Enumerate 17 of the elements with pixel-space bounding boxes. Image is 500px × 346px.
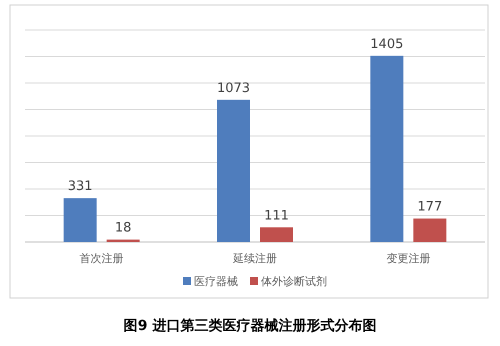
data-label: 331 bbox=[68, 179, 93, 194]
text: 图9 进口第三类医疗器械注册形式分布图 bbox=[124, 317, 376, 334]
bar bbox=[260, 227, 293, 242]
data-label: 1405 bbox=[370, 36, 404, 52]
x-tick-label: 首次注册 bbox=[80, 252, 124, 265]
bar bbox=[217, 100, 250, 242]
bar bbox=[413, 218, 446, 242]
legend-label: 医疗器械 bbox=[194, 275, 238, 288]
data-label: 1073 bbox=[216, 80, 250, 96]
bar bbox=[370, 56, 404, 242]
data-label: 18 bbox=[114, 220, 132, 236]
bar bbox=[64, 198, 97, 242]
x-tick-label: 变更注册 bbox=[386, 252, 430, 265]
data-label: 111 bbox=[264, 208, 289, 224]
data-label: 177 bbox=[417, 200, 442, 215]
x-tick-label: 延续注册 bbox=[232, 252, 277, 265]
legend-label: 体外诊断试剂 bbox=[261, 275, 327, 288]
